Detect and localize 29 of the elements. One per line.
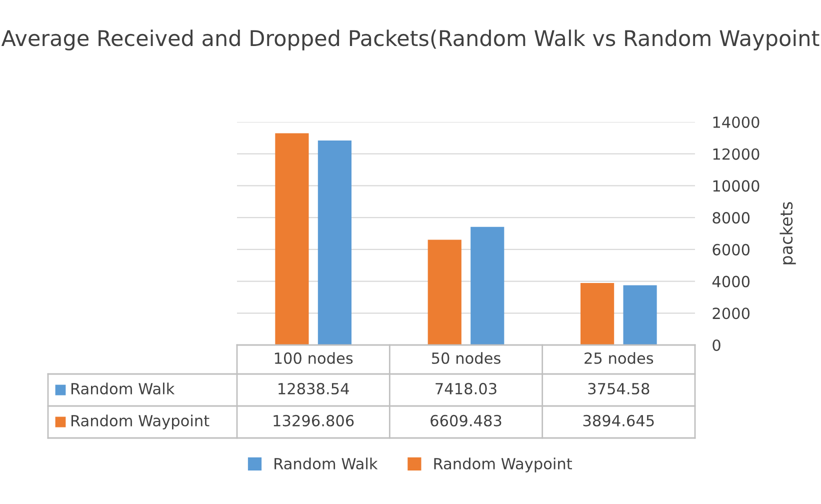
y-tick-label: 10000 <box>713 180 760 192</box>
bar <box>428 240 462 345</box>
x-tick-label: 25 nodes <box>584 352 654 364</box>
y-tick-label: 12000 <box>713 148 760 160</box>
y-axis-title: packets <box>780 202 796 264</box>
legend-label: Random Walk <box>274 458 378 470</box>
y-tick-label: 8000 <box>712 212 750 224</box>
chart-title: Average Received and Dropped Packets(Random Walk vs Random Waypoint <box>1 30 820 50</box>
data-label: 3754.58 <box>588 382 650 394</box>
bar <box>623 285 657 345</box>
data-label: 13296.806 <box>274 414 354 426</box>
y-tick-label: 14000 <box>713 116 760 128</box>
y-tick-label: 2000 <box>712 308 750 320</box>
x-tick-label: 100 nodes <box>274 352 353 364</box>
text: Random Waypoint <box>434 458 572 472</box>
text: Random Walk <box>72 382 175 394</box>
bar <box>318 140 352 345</box>
legend-label: Random Waypoint <box>72 414 210 430</box>
data-label: 7418.03 <box>436 382 496 394</box>
data-label: 6609.483 <box>430 414 502 426</box>
bar <box>580 282 614 345</box>
data-label: 12838.54 <box>278 382 349 394</box>
bar <box>275 133 309 345</box>
y-tick-label: 4000 <box>712 276 750 288</box>
y-tick-label: 0 <box>712 339 720 352</box>
y-tick-label: 6000 <box>712 244 750 256</box>
bar <box>470 226 504 345</box>
data-label: 3894.645 <box>583 414 654 426</box>
x-tick-label: 50 nodes <box>432 352 500 364</box>
